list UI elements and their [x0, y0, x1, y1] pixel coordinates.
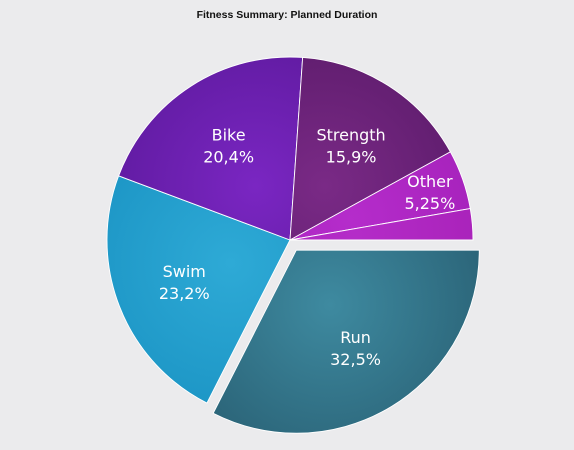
slice-value-swim: 23,2% — [159, 284, 210, 303]
slice-value-run: 32,5% — [330, 350, 381, 369]
slice-label-bike: Bike — [212, 126, 246, 145]
chart-title: Fitness Summary: Planned Duration — [196, 9, 378, 21]
slice-label-swim: Swim — [163, 262, 206, 281]
pie-slice-unlabeled — [289, 208, 474, 241]
slice-label-run: Run — [340, 328, 371, 347]
pie-slice-strength — [289, 56, 451, 241]
slice-value-strength: 15,9% — [326, 147, 377, 166]
slice-value-bike: 20,4% — [203, 148, 254, 167]
pie-slice-swim — [106, 175, 291, 404]
pie-slice-bike — [118, 56, 304, 241]
slice-label-other: Other — [407, 172, 453, 191]
slice-value-other: 5,25% — [404, 194, 455, 213]
pie-slice-run — [212, 249, 480, 434]
slice-label-strength: Strength — [316, 125, 385, 144]
